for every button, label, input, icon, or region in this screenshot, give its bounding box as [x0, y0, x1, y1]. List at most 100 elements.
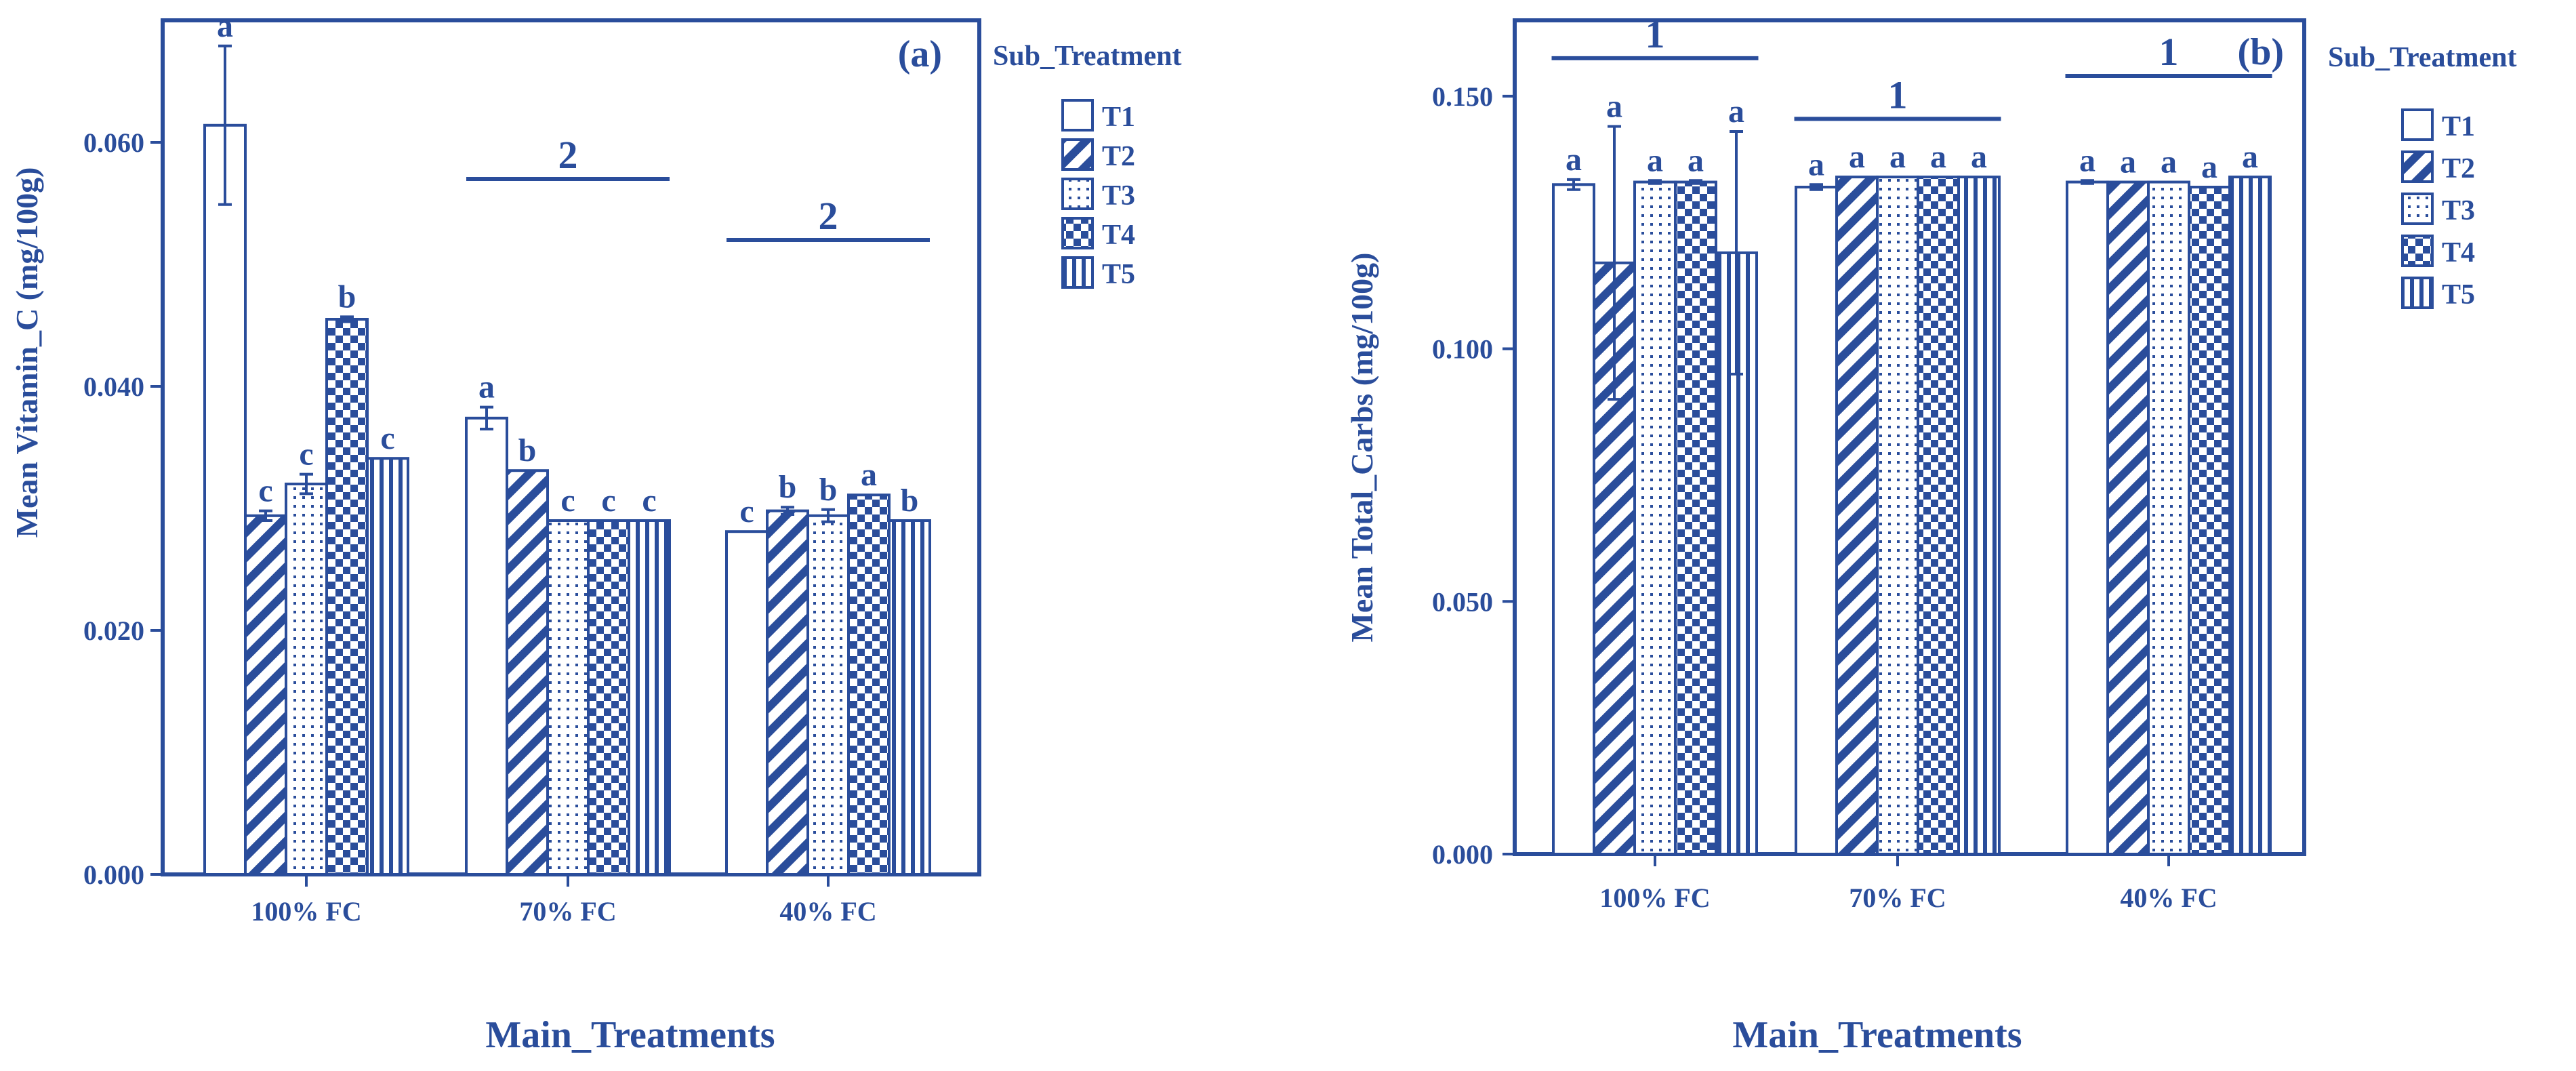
y-tick-label: 0.000 [83, 860, 144, 890]
legend-swatch [1061, 99, 1094, 132]
significance-letter: a [1808, 146, 1824, 182]
significance-letter: a [1849, 139, 1865, 175]
bar [285, 483, 328, 876]
significance-letter: c [258, 473, 272, 509]
x-tick-label: 70% FC [1849, 883, 1946, 913]
x-tick-label: 100% FC [1599, 883, 1710, 913]
significance-letter: c [642, 483, 656, 519]
chart-panel-b: (b) Mean Total_Carbs (mg/100g) Main_Trea… [1345, 12, 2516, 1056]
significance-letter: a [1647, 142, 1663, 178]
legend-label: T3 [2442, 195, 2475, 226]
bar [888, 519, 931, 876]
bar [1674, 180, 1717, 855]
x-tick-label: 40% FC [2120, 883, 2217, 913]
legend-swatch [1061, 138, 1094, 171]
legend-swatch [2401, 108, 2434, 141]
legend-swatch [2401, 235, 2434, 267]
significance-letter: c [601, 483, 615, 519]
y-tick-label: 0.050 [1432, 586, 1493, 617]
bar [546, 519, 590, 876]
legend: T1 T2 T3 T4 T5 [1061, 99, 1135, 290]
bar [2188, 186, 2231, 855]
significance-letter: a [2079, 142, 2095, 178]
bar [1795, 186, 1838, 855]
legend-label: T2 [2442, 153, 2475, 184]
significance-letter: a [2242, 139, 2258, 175]
significance-letter: b [518, 432, 537, 468]
significance-letter: b [338, 279, 356, 315]
significance-letter: c [560, 483, 575, 519]
significance-letter: a [1889, 139, 1906, 175]
significance-letter: a [1728, 94, 1744, 129]
group-significance-label: 1 [1645, 12, 1665, 56]
bar [244, 514, 287, 876]
y-tick-label: 0.060 [83, 127, 144, 158]
bar [1957, 176, 2001, 856]
bar [628, 519, 671, 876]
bar [366, 457, 409, 876]
significance-letter: c [380, 420, 394, 456]
legend-swatch [1061, 178, 1094, 210]
significance-letter: a [861, 457, 877, 493]
legend-label: T5 [1102, 259, 1135, 290]
legend-label: T4 [1102, 220, 1135, 251]
y-tick-label: 0.100 [1432, 334, 1493, 365]
legend-title: Sub_Treatment [2328, 42, 2516, 73]
legend-title: Sub_Treatment [993, 41, 1181, 72]
bar [2106, 180, 2150, 855]
y-axis-title: Mean Vitamin_C (mg/100g) [9, 167, 44, 538]
legend-swatch [1061, 217, 1094, 249]
bar [2147, 180, 2190, 855]
legend-swatch [1061, 256, 1094, 289]
significance-letter: c [739, 493, 754, 529]
chart-panel-a: (a) Mean Vitamin_C (mg/100g) Main_Treatm… [9, 8, 1181, 1056]
legend-swatch [2401, 193, 2434, 225]
significance-letter: c [299, 437, 313, 472]
bar [2066, 180, 2109, 855]
bar [766, 509, 809, 876]
y-axis-title: Mean Total_Carbs (mg/100g) [1345, 253, 1379, 643]
y-tick-label: 0.020 [83, 615, 144, 646]
x-tick-label: 100% FC [251, 896, 361, 927]
bar [1917, 176, 1960, 856]
significance-letter: b [779, 469, 797, 505]
bar [203, 123, 247, 876]
significance-letter: a [1688, 142, 1704, 178]
bar [1552, 183, 1595, 856]
bar [847, 493, 891, 876]
group-significance-label: 2 [819, 194, 838, 238]
bar [1835, 176, 1879, 856]
significance-letter: a [2161, 144, 2177, 180]
significance-letter: b [819, 472, 838, 508]
bar [506, 469, 549, 876]
bar [1876, 176, 1919, 856]
legend-label: T1 [2442, 111, 2475, 142]
significance-letter: b [901, 483, 919, 519]
group-significance-label: 1 [2159, 30, 2179, 74]
significance-letter: a [1566, 142, 1582, 178]
legend-swatch [2401, 277, 2434, 309]
x-axis-title: Main_Treatments [485, 1014, 775, 1056]
legend-label: T3 [1102, 180, 1135, 211]
significance-letter: a [217, 8, 233, 44]
y-tick-label: 0.000 [1432, 839, 1493, 870]
bar [2228, 176, 2272, 856]
legend: T1 T2 T3 T4 T5 [2401, 108, 2475, 310]
x-axis-title: Main_Treatments [1732, 1014, 2022, 1056]
bar [325, 318, 369, 876]
bar [1633, 180, 1677, 855]
significance-letter: a [1606, 89, 1622, 125]
group-significance-label: 2 [558, 133, 578, 177]
bar [465, 416, 508, 876]
y-tick-label: 0.150 [1432, 81, 1493, 112]
bar [587, 519, 630, 876]
significance-letter: a [2120, 144, 2136, 180]
significance-letter: a [2201, 149, 2217, 185]
panel-label: (b) [2238, 31, 2284, 73]
legend-label: T1 [1102, 102, 1135, 133]
bar [806, 514, 850, 876]
significance-letter: a [478, 369, 495, 405]
